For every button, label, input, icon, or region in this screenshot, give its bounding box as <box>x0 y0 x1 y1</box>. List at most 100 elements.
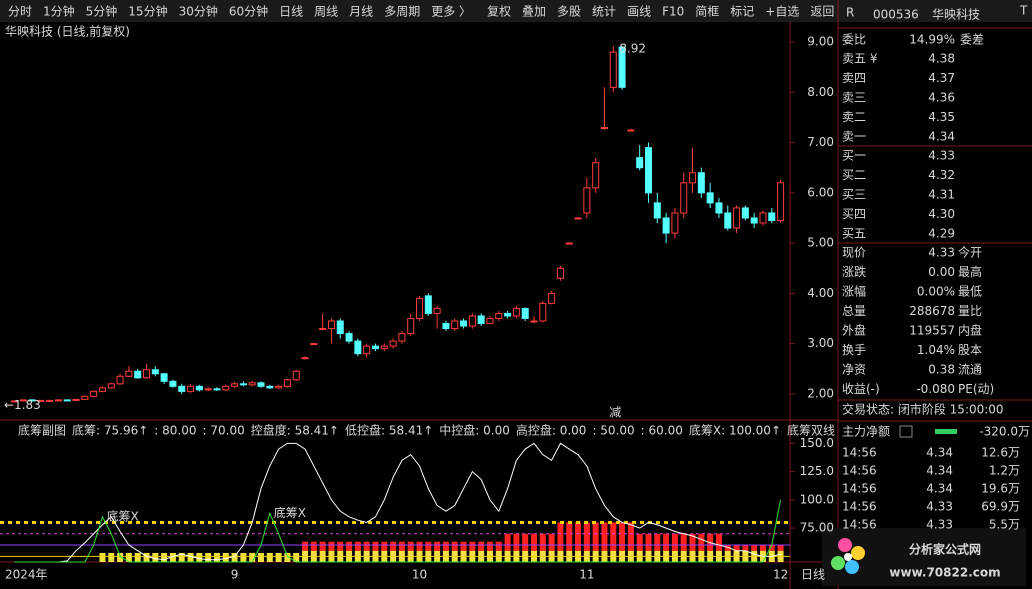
indicator-bar <box>522 533 529 551</box>
toolbar-button[interactable]: 复权 <box>487 5 511 19</box>
candle-body <box>636 157 644 169</box>
indicator-bar <box>363 541 370 551</box>
indicator-bar <box>777 545 784 551</box>
candle-body <box>345 333 353 342</box>
candle-body <box>539 302 547 322</box>
watermark-url: www.70822.com <box>889 566 1000 580</box>
toolbar-tab[interactable]: 多周期 <box>384 5 420 19</box>
flow-value: -320.0万 <box>979 425 1030 439</box>
indicator-line <box>14 442 781 563</box>
y-tick-label: 100.0 <box>800 492 834 506</box>
toolbar-tab[interactable]: 周线 <box>314 5 338 19</box>
toolbar-button[interactable]: 返回 <box>810 5 834 19</box>
trade-price: 4.34 <box>926 482 953 496</box>
stat-value: 0.38 <box>928 363 955 377</box>
indicator-bar <box>249 552 256 562</box>
candle-body <box>600 127 608 130</box>
high-label: 8.92 <box>619 42 646 56</box>
indicator-bar <box>698 533 705 551</box>
toolbar-tab[interactable]: 更多 〉 <box>431 5 471 19</box>
flow-icon <box>899 425 913 438</box>
toolbar-tab[interactable]: 分时 <box>8 5 32 19</box>
indicator-bar <box>619 522 626 551</box>
y-tick-label: 3.00 <box>807 336 834 350</box>
toolbar-tab[interactable]: 1分钟 <box>43 4 75 19</box>
legend-entry: 中控盘: 0.00 <box>439 423 510 438</box>
indicator-bar <box>557 522 564 551</box>
stat-label: 最高 <box>958 264 982 279</box>
toolbar-button[interactable]: 统计 <box>592 5 616 19</box>
candle-body <box>319 328 327 331</box>
toolbar-button[interactable]: +自选 <box>765 5 799 19</box>
indicator-bar <box>152 552 159 562</box>
toolbar-tab[interactable]: 月线 <box>349 5 373 19</box>
indicator-bar <box>381 541 388 551</box>
legend-entry: 控盘度: 58.41↑ <box>251 423 339 438</box>
candle-body <box>706 192 714 204</box>
toolbar-button[interactable]: 叠加 <box>522 5 546 19</box>
indicator-bar <box>231 552 238 562</box>
flow-bar <box>935 429 957 434</box>
indicator-bar <box>654 533 661 551</box>
toolbar-tab[interactable]: 15分钟 <box>128 4 167 19</box>
indicator-bar <box>548 533 555 551</box>
stock-code: 000536 <box>873 8 919 22</box>
indicator-bar <box>398 541 405 551</box>
ask-price: 4.35 <box>928 110 955 124</box>
toolbar-tab[interactable]: 5分钟 <box>86 4 118 19</box>
stat-value: 0.00% <box>917 285 955 299</box>
candle-body <box>248 382 256 386</box>
candle-body <box>160 373 168 382</box>
candle-body <box>239 383 247 386</box>
toolbar-button[interactable]: 简框 <box>695 5 719 19</box>
indicator-bar <box>539 533 546 551</box>
x-tick-label: 11 <box>579 568 594 582</box>
bid-price: 4.33 <box>928 149 955 163</box>
petal <box>851 546 865 560</box>
indicator-bar <box>513 533 520 551</box>
trade-time: 14:56 <box>842 464 877 478</box>
value: 14.99% <box>909 33 955 47</box>
stat-label: 涨跌 <box>842 264 866 279</box>
stat-value: 119557 <box>909 324 955 338</box>
petal <box>845 560 859 574</box>
indicator-bar <box>134 552 141 562</box>
toolbar-tab[interactable]: 30分钟 <box>179 4 218 19</box>
indicator-bar <box>187 552 194 562</box>
indicator-bar <box>108 552 115 562</box>
indicator-bar <box>742 545 749 551</box>
candle-body <box>257 382 265 387</box>
candle-body <box>565 242 573 245</box>
logo <box>822 528 1026 586</box>
indicator-bar <box>486 541 493 551</box>
toolbar-button[interactable]: F10 <box>662 5 684 19</box>
signal-marker: 减 <box>609 406 621 420</box>
toolbar-tab[interactable]: 60分钟 <box>229 4 268 19</box>
stat-label: PE(动) <box>958 382 994 396</box>
stat-label: 现价 <box>842 246 866 260</box>
candle-body <box>389 340 397 347</box>
toolbar-button[interactable]: 多股 <box>557 5 581 19</box>
indicator-bar <box>645 533 652 551</box>
trade-time: 14:56 <box>842 482 877 496</box>
candle-body <box>363 345 371 355</box>
indicator-bar <box>451 541 458 551</box>
toolbar-tab[interactable]: 日线 <box>279 5 303 19</box>
trade-volume: 5.5万 <box>989 518 1020 532</box>
trade-volume: 12.6万 <box>981 446 1020 460</box>
bid-label: 买二 <box>842 168 866 182</box>
toolbar-button[interactable]: 画线 <box>627 5 651 19</box>
candle-body <box>19 399 27 402</box>
stat-label: 净资 <box>842 363 866 377</box>
x-tick-label: 9 <box>231 568 239 582</box>
y-tick-label: 8.00 <box>807 85 834 99</box>
petal <box>838 538 852 552</box>
x-tick-label: 2024年 <box>5 568 48 582</box>
indicator-bar <box>715 533 722 551</box>
indicator-bar <box>680 533 687 551</box>
legend-entry: : 50.00 <box>592 424 634 438</box>
toolbar-button[interactable]: 标记 <box>730 5 754 19</box>
indicator-bar <box>310 541 317 551</box>
stat-label: 量比 <box>958 304 982 318</box>
